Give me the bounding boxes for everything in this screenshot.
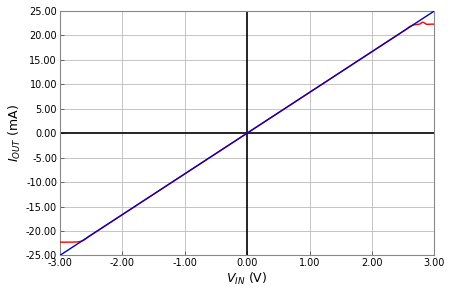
Y-axis label: $I_{OUT}$ (mA): $I_{OUT}$ (mA) xyxy=(7,104,23,162)
X-axis label: $V_{IN}$ (V): $V_{IN}$ (V) xyxy=(226,271,267,287)
